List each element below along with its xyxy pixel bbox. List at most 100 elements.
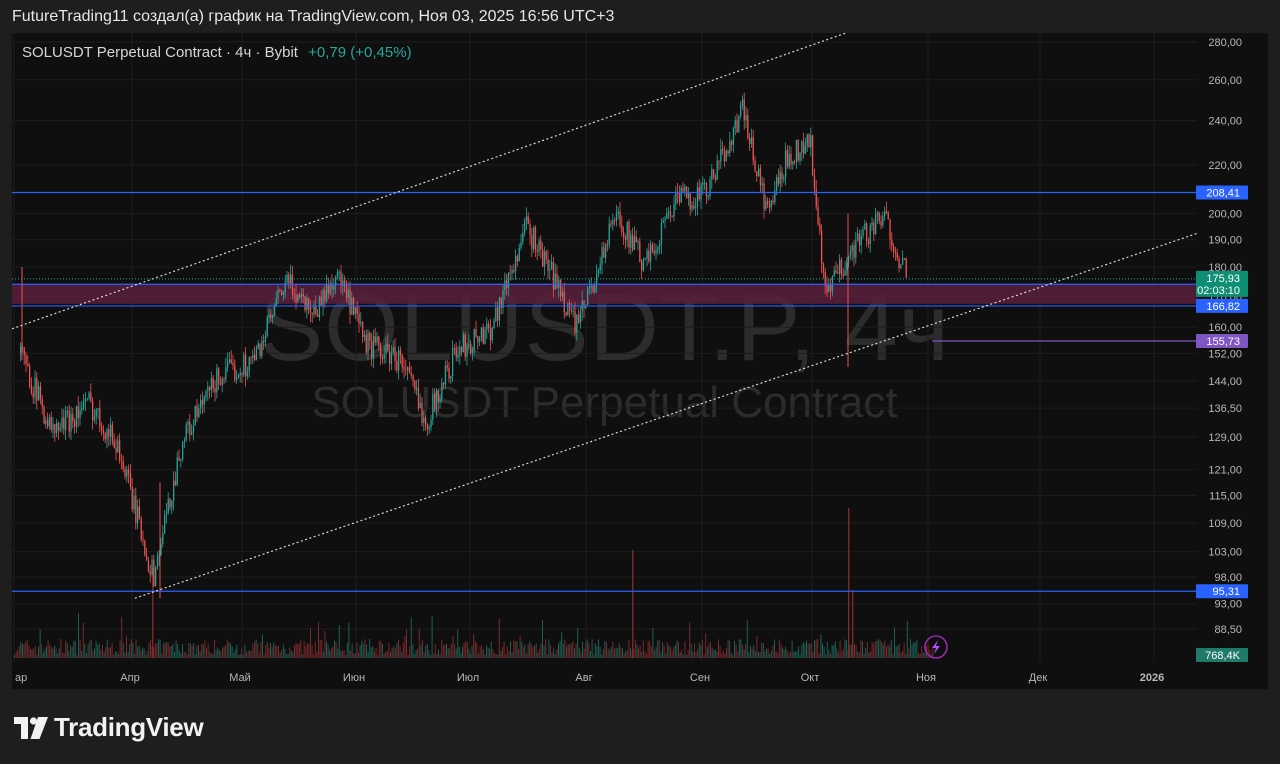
volume-bar [26,640,28,658]
volume-bar [148,642,150,658]
candle-body [725,150,727,162]
volume-bar [92,651,94,658]
volume-bar [532,646,534,658]
volume-bar [236,644,238,658]
volume-bar [20,641,22,658]
time-axis-label: ар [15,672,27,684]
candle-body [113,441,115,448]
volume-bars [14,508,934,658]
volume-bar [212,654,214,658]
volume-bar [345,654,347,658]
candle-body [864,223,866,230]
volume-bar [828,649,830,658]
price-tick-label: 98,00 [1214,572,1242,584]
time-axis-label: Апр [120,672,139,684]
candle-body [443,382,445,385]
candle-body [659,243,661,247]
candle-body [124,468,126,477]
candle-body [578,314,580,323]
volume-bar [902,650,903,658]
candle-body [844,270,846,276]
volume-bar [457,629,459,658]
volume-bar [337,648,339,658]
volume-bar [319,639,321,658]
candle-body [408,367,411,374]
candle-body [392,347,394,353]
time-axis-label: Июл [457,672,479,684]
candle-body [239,373,241,376]
candle-body [538,240,540,252]
volume-bar [778,639,780,658]
candle-body [633,236,636,250]
volume-bar [385,651,387,658]
candle-body [137,506,139,524]
current-price-tag: 175,93 [1206,273,1240,285]
volume-bar [348,622,350,658]
volume-bar [607,648,609,658]
price-chart[interactable]: 280,00260,00240,00220,00200,00190,00180,… [12,33,1268,689]
candle-body [882,215,884,226]
volume-bar [543,645,545,658]
candle-body [142,539,144,541]
volume-bar [393,646,395,658]
candle-body [657,246,659,251]
volume-bar [199,651,201,658]
volume-bar [146,651,148,658]
candle-body [570,309,573,312]
chart-area[interactable]: SOLUSDT.P, 4ч SOLUSDT Perpetual Contract… [12,33,1268,689]
volume-bar [530,644,532,658]
candle-body [599,264,601,270]
volume-bar [170,645,172,658]
candle-body [198,408,200,417]
volume-bar [866,641,868,658]
volume-bar [25,642,27,658]
candle-body [614,220,616,222]
candle-body [162,533,164,544]
candle-body [830,284,832,292]
candle-body [432,393,434,420]
lightning-icon[interactable] [924,635,948,659]
volume-bar [846,640,847,658]
volume-bar [738,639,740,658]
candle-body [479,338,481,342]
volume-bar [366,644,367,658]
candle-body [758,168,760,177]
candle-body [677,192,679,194]
volume-bar [508,651,510,658]
volume-bar [207,643,209,658]
volume-bar [878,639,879,658]
candle-body [522,232,524,242]
volume-bar [849,645,851,658]
candle-body [556,273,558,288]
candle-body [356,307,358,314]
volume-spike [152,568,154,658]
candle-body [671,216,673,218]
candle-body [144,540,146,556]
volume-bar [564,639,566,658]
candle-body [376,336,378,343]
candle-body [221,378,223,385]
volume-bar [484,654,486,658]
candle-body [743,99,745,121]
current-price-tag-bg [1196,270,1248,297]
candle-body [79,410,81,418]
volume-bar [873,644,875,658]
candle-body [806,134,808,146]
candle-body [315,305,317,315]
candle-body [587,288,589,305]
volume-bar [599,647,601,658]
candle-body [308,297,310,309]
volume-bar [502,646,503,658]
candle-body [425,417,427,425]
candle-body [214,388,216,393]
candle-body [817,207,819,225]
volume-bar [351,643,353,658]
volume-bar [919,653,921,658]
volume-bar [326,641,327,658]
volume-bar [390,652,391,658]
volume-bar [694,643,695,658]
volume-bar [673,646,675,658]
volume-bar [188,642,190,658]
volume-bar [425,646,427,658]
volume-bar [657,640,659,658]
